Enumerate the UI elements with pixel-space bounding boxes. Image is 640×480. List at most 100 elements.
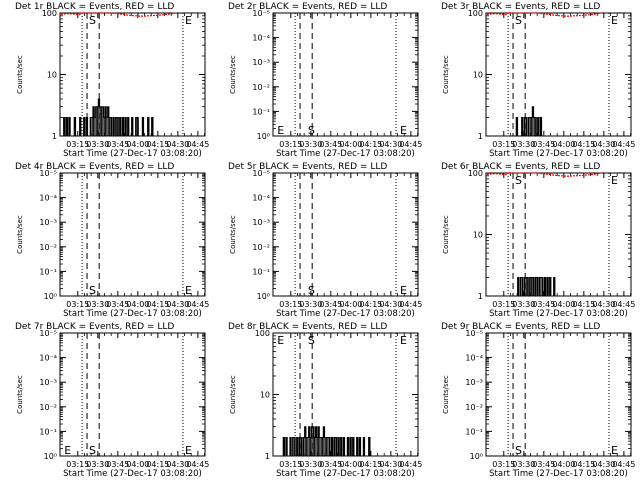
marker-e: E xyxy=(185,284,192,297)
y-tick-label: 10⁻⁵ xyxy=(252,9,270,18)
x-tick-label: 03:30 xyxy=(86,460,109,469)
y-tick-label: 10⁻³ xyxy=(39,218,57,227)
x-tick-label: 03:15 xyxy=(66,460,89,469)
y-tick-label: 10⁰ xyxy=(257,292,270,301)
y-tick-label: 10⁻⁴ xyxy=(39,194,57,203)
x-tick-label: 03:30 xyxy=(86,140,109,149)
plot-frame xyxy=(272,172,419,297)
y-tick-label: 1 xyxy=(265,452,270,461)
y-tick-label: 10⁻⁴ xyxy=(252,194,270,203)
marker-e: E xyxy=(400,284,407,297)
chart-panel-2: Det 2r BLACK = Events, RED = LLD 10⁰ 10⁻¹ 1… xyxy=(228,2,422,159)
x-tick-label: 04:15 xyxy=(146,140,169,149)
x-tick-label: 03:45 xyxy=(106,300,129,309)
x-tick-label: 03:15 xyxy=(279,140,302,149)
y-tick-label: 10⁰ xyxy=(470,452,483,461)
y-tick-label: 10⁻¹ xyxy=(465,427,483,436)
x-tick-label: 04:30 xyxy=(592,300,615,309)
x-tick-label: 04:30 xyxy=(166,140,189,149)
chart-title: Det 5r BLACK = Events, RED = LLD xyxy=(228,162,387,172)
y-axis-label: Counts/sec xyxy=(16,375,24,414)
y-tick-label: 10⁻⁴ xyxy=(465,354,483,363)
x-tick-label: 03:15 xyxy=(279,300,302,309)
y-axis-label: Counts/sec xyxy=(16,215,24,254)
marker-e: E xyxy=(400,124,407,137)
x-tick-label: 03:45 xyxy=(106,460,129,469)
y-tick-label: 10⁻¹ xyxy=(252,267,270,276)
y-tick-label: 10⁻³ xyxy=(39,378,57,387)
y-axis-label: Counts/sec xyxy=(16,55,24,94)
x-axis-label: Start Time (27-Dec-17 03:08:20) xyxy=(489,309,628,319)
x-tick-label: 04:45 xyxy=(186,300,209,309)
x-tick-label: 04:15 xyxy=(572,140,595,149)
marker-e: E xyxy=(277,124,284,137)
x-tick-label: 04:45 xyxy=(186,140,209,149)
x-tick-label: 04:00 xyxy=(339,140,362,149)
x-tick-label: 04:00 xyxy=(339,460,362,469)
marker-s: S xyxy=(515,444,522,457)
marker-s: S xyxy=(515,14,522,27)
x-axis-label: Start Time (27-Dec-17 03:08:20) xyxy=(276,309,415,319)
series-line-1 xyxy=(60,98,164,137)
chart-title: Det 8r BLACK = Events, RED = LLD xyxy=(228,322,387,332)
y-tick-label: 10⁻¹ xyxy=(39,427,57,436)
chart-title: Det 6r BLACK = Events, RED = LLD xyxy=(441,162,600,172)
x-tick-label: 04:15 xyxy=(359,460,382,469)
chart-title: Det 4r BLACK = Events, RED = LLD xyxy=(15,162,174,172)
chart-title: Det 3r BLACK = Events, RED = LLD xyxy=(441,2,600,12)
y-tick-label: 100 xyxy=(42,9,57,18)
chart-panel-3: Det 3r BLACK = Events, RED = LLD 1 10 100 Co… xyxy=(441,2,635,159)
plot-frame xyxy=(272,12,419,137)
y-axis-label: Counts/sec xyxy=(442,215,450,254)
x-axis-label: Start Time (27-Dec-17 03:08:20) xyxy=(489,469,628,479)
x-tick-label: 03:15 xyxy=(492,460,515,469)
x-axis-label: Start Time (27-Dec-17 03:08:20) xyxy=(276,469,415,479)
x-axis-label: Start Time (27-Dec-17 03:08:20) xyxy=(276,149,415,159)
marker-e: E xyxy=(611,14,618,27)
x-tick-label: 03:45 xyxy=(106,140,129,149)
x-tick-label: 03:30 xyxy=(512,300,535,309)
marker-s: S xyxy=(308,334,315,347)
x-tick-label: 04:15 xyxy=(146,460,169,469)
y-tick-label: 1 xyxy=(478,132,483,141)
chart-title: Det 9r BLACK = Events, RED = LLD xyxy=(441,322,600,332)
chart-panel-1: Det 1r BLACK = Events, RED = LLD 1 10 100 Co… xyxy=(15,2,209,159)
chart-panel-6: Det 6r BLACK = Events, RED = LLD 1 10 100 Co… xyxy=(441,162,635,319)
x-tick-label: 04:00 xyxy=(339,300,362,309)
plot-frame xyxy=(59,332,206,457)
chart-panel-9: Det 9r BLACK = Events, RED = LLD 10⁰ 10⁻¹ 1… xyxy=(441,322,635,479)
x-tick-label: 03:30 xyxy=(299,140,322,149)
x-tick-label: 04:00 xyxy=(552,140,575,149)
marker-s: S xyxy=(308,284,315,297)
y-tick-label: 100 xyxy=(468,169,483,178)
marker-e: E xyxy=(64,444,71,457)
x-tick-label: 04:15 xyxy=(146,300,169,309)
marker-e: E xyxy=(611,174,618,187)
series-line-2 xyxy=(486,12,602,17)
y-tick-label: 10⁻³ xyxy=(465,378,483,387)
y-axis-label: Counts/sec xyxy=(229,215,237,254)
series-line-2 xyxy=(60,12,176,17)
y-tick-label: 10 xyxy=(473,231,483,240)
chart-title: Det 7r BLACK = Events, RED = LLD xyxy=(15,322,174,332)
x-tick-label: 03:30 xyxy=(299,300,322,309)
y-tick-label: 10⁻⁴ xyxy=(252,34,270,43)
marker-e: E xyxy=(611,444,618,457)
plot-frame xyxy=(485,332,632,457)
y-tick-label: 10⁻⁵ xyxy=(465,329,483,338)
x-tick-label: 04:45 xyxy=(612,300,635,309)
x-tick-label: 04:00 xyxy=(126,460,149,469)
x-axis-label: Start Time (27-Dec-17 03:08:20) xyxy=(489,149,628,159)
chart-panel-4: Det 4r BLACK = Events, RED = LLD 10⁰ 10⁻¹ 1… xyxy=(15,162,209,319)
y-tick-label: 100 xyxy=(468,9,483,18)
y-tick-label: 10⁻² xyxy=(252,243,270,252)
y-tick-label: 10⁻² xyxy=(39,403,57,412)
y-tick-label: 10⁰ xyxy=(257,132,270,141)
x-tick-label: 04:30 xyxy=(379,140,402,149)
y-tick-label: 10⁰ xyxy=(44,452,57,461)
y-tick-label: 10⁻² xyxy=(39,243,57,252)
x-tick-label: 04:45 xyxy=(399,460,422,469)
x-tick-label: 03:45 xyxy=(319,300,342,309)
x-tick-label: 04:45 xyxy=(612,140,635,149)
